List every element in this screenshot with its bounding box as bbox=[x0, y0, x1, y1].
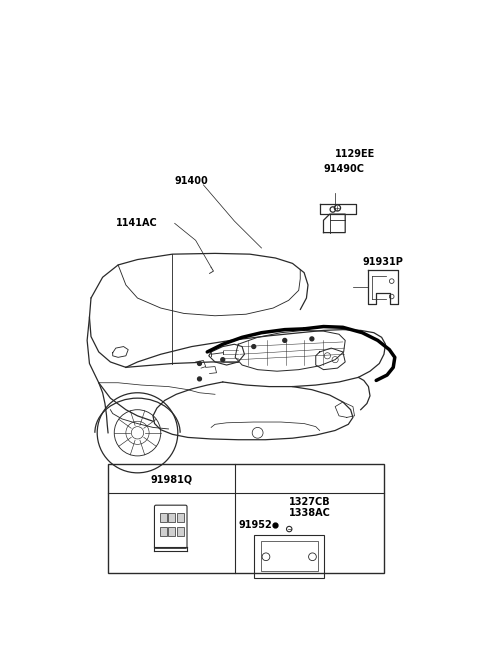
Text: 91931P: 91931P bbox=[362, 257, 403, 267]
Circle shape bbox=[310, 337, 314, 341]
Bar bbox=[254, 535, 324, 578]
Bar bbox=[160, 513, 167, 522]
Bar bbox=[177, 527, 184, 536]
Text: 91490C: 91490C bbox=[324, 164, 364, 174]
Circle shape bbox=[198, 377, 202, 381]
Bar bbox=[177, 513, 184, 522]
Text: 1141AC: 1141AC bbox=[116, 218, 157, 229]
Circle shape bbox=[252, 345, 256, 348]
Circle shape bbox=[198, 362, 202, 365]
Bar bbox=[168, 527, 175, 536]
Circle shape bbox=[283, 339, 287, 343]
Text: 91952: 91952 bbox=[239, 520, 272, 530]
Bar bbox=[160, 527, 167, 536]
Bar bbox=[168, 513, 175, 522]
Bar bbox=[261, 542, 318, 571]
Text: 1129EE: 1129EE bbox=[335, 149, 375, 159]
Text: 91981Q: 91981Q bbox=[150, 474, 192, 484]
Bar bbox=[108, 464, 384, 573]
Text: 1338AC: 1338AC bbox=[288, 508, 330, 518]
Text: 1327CB: 1327CB bbox=[288, 497, 330, 507]
Text: 91400: 91400 bbox=[175, 176, 209, 186]
Circle shape bbox=[221, 358, 225, 362]
